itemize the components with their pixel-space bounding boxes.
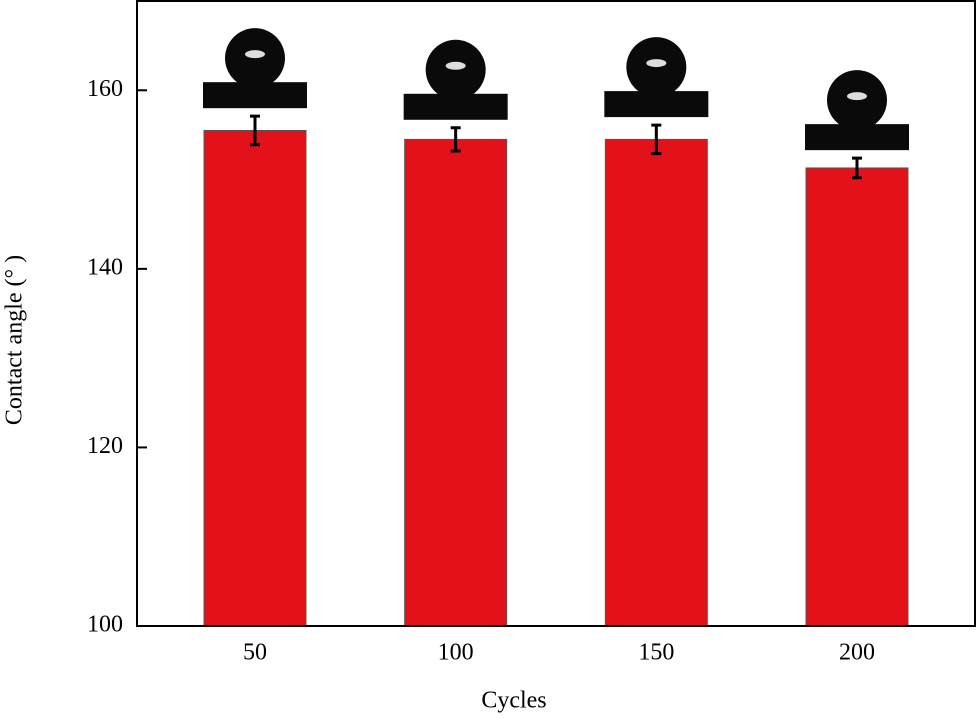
droplet-highlight: [646, 59, 667, 68]
error-bar: [450, 126, 461, 153]
y-tick-label: 140: [87, 254, 123, 280]
droplet-highlight: [847, 92, 867, 101]
plot-frame: [136, 0, 976, 627]
x-tick-label: 100: [438, 640, 474, 666]
droplet-highlight: [445, 61, 466, 70]
y-tick-label: 160: [87, 76, 123, 102]
droplet-highlight: [245, 50, 265, 59]
x-tick-label: 150: [638, 640, 674, 666]
y-tick-label: 100: [87, 612, 123, 638]
bar: [404, 138, 508, 627]
error-bar: [250, 114, 260, 147]
bar: [805, 167, 909, 627]
error-bar: [651, 123, 662, 156]
x-tick-label: 200: [839, 640, 875, 666]
x-axis-label: Cycles: [481, 688, 546, 714]
y-axis-label: Contact angle (° ): [2, 255, 28, 425]
droplet: [225, 28, 285, 89]
error-bar: [852, 156, 862, 180]
bar: [203, 129, 307, 627]
bar: [604, 138, 708, 627]
x-tick-label: 50: [243, 640, 267, 666]
y-tick-label: 120: [87, 433, 123, 459]
